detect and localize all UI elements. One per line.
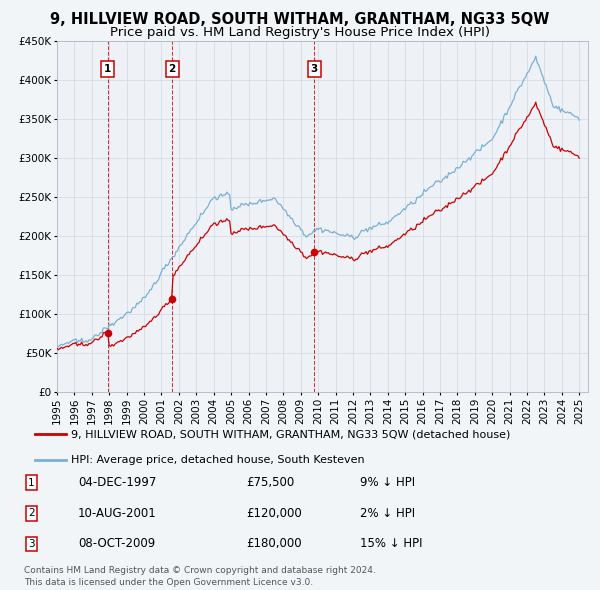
Text: £120,000: £120,000 [246, 507, 302, 520]
Text: 9% ↓ HPI: 9% ↓ HPI [360, 476, 415, 489]
Text: 3: 3 [28, 539, 35, 549]
Text: 15% ↓ HPI: 15% ↓ HPI [360, 537, 422, 550]
Text: Price paid vs. HM Land Registry's House Price Index (HPI): Price paid vs. HM Land Registry's House … [110, 26, 490, 39]
Text: 9, HILLVIEW ROAD, SOUTH WITHAM, GRANTHAM, NG33 5QW: 9, HILLVIEW ROAD, SOUTH WITHAM, GRANTHAM… [50, 12, 550, 27]
Text: 1: 1 [104, 64, 112, 74]
Text: 2: 2 [28, 509, 35, 518]
Text: 9, HILLVIEW ROAD, SOUTH WITHAM, GRANTHAM, NG33 5QW (detached house): 9, HILLVIEW ROAD, SOUTH WITHAM, GRANTHAM… [71, 429, 511, 439]
Text: 08-OCT-2009: 08-OCT-2009 [78, 537, 155, 550]
Text: 2: 2 [169, 64, 176, 74]
Text: 10-AUG-2001: 10-AUG-2001 [78, 507, 157, 520]
Text: Contains HM Land Registry data © Crown copyright and database right 2024.
This d: Contains HM Land Registry data © Crown c… [24, 566, 376, 587]
Text: £180,000: £180,000 [246, 537, 302, 550]
Text: 2% ↓ HPI: 2% ↓ HPI [360, 507, 415, 520]
Text: 1: 1 [28, 478, 35, 487]
Text: £75,500: £75,500 [246, 476, 294, 489]
Text: HPI: Average price, detached house, South Kesteven: HPI: Average price, detached house, Sout… [71, 455, 365, 465]
Text: 3: 3 [311, 64, 318, 74]
Text: 04-DEC-1997: 04-DEC-1997 [78, 476, 157, 489]
